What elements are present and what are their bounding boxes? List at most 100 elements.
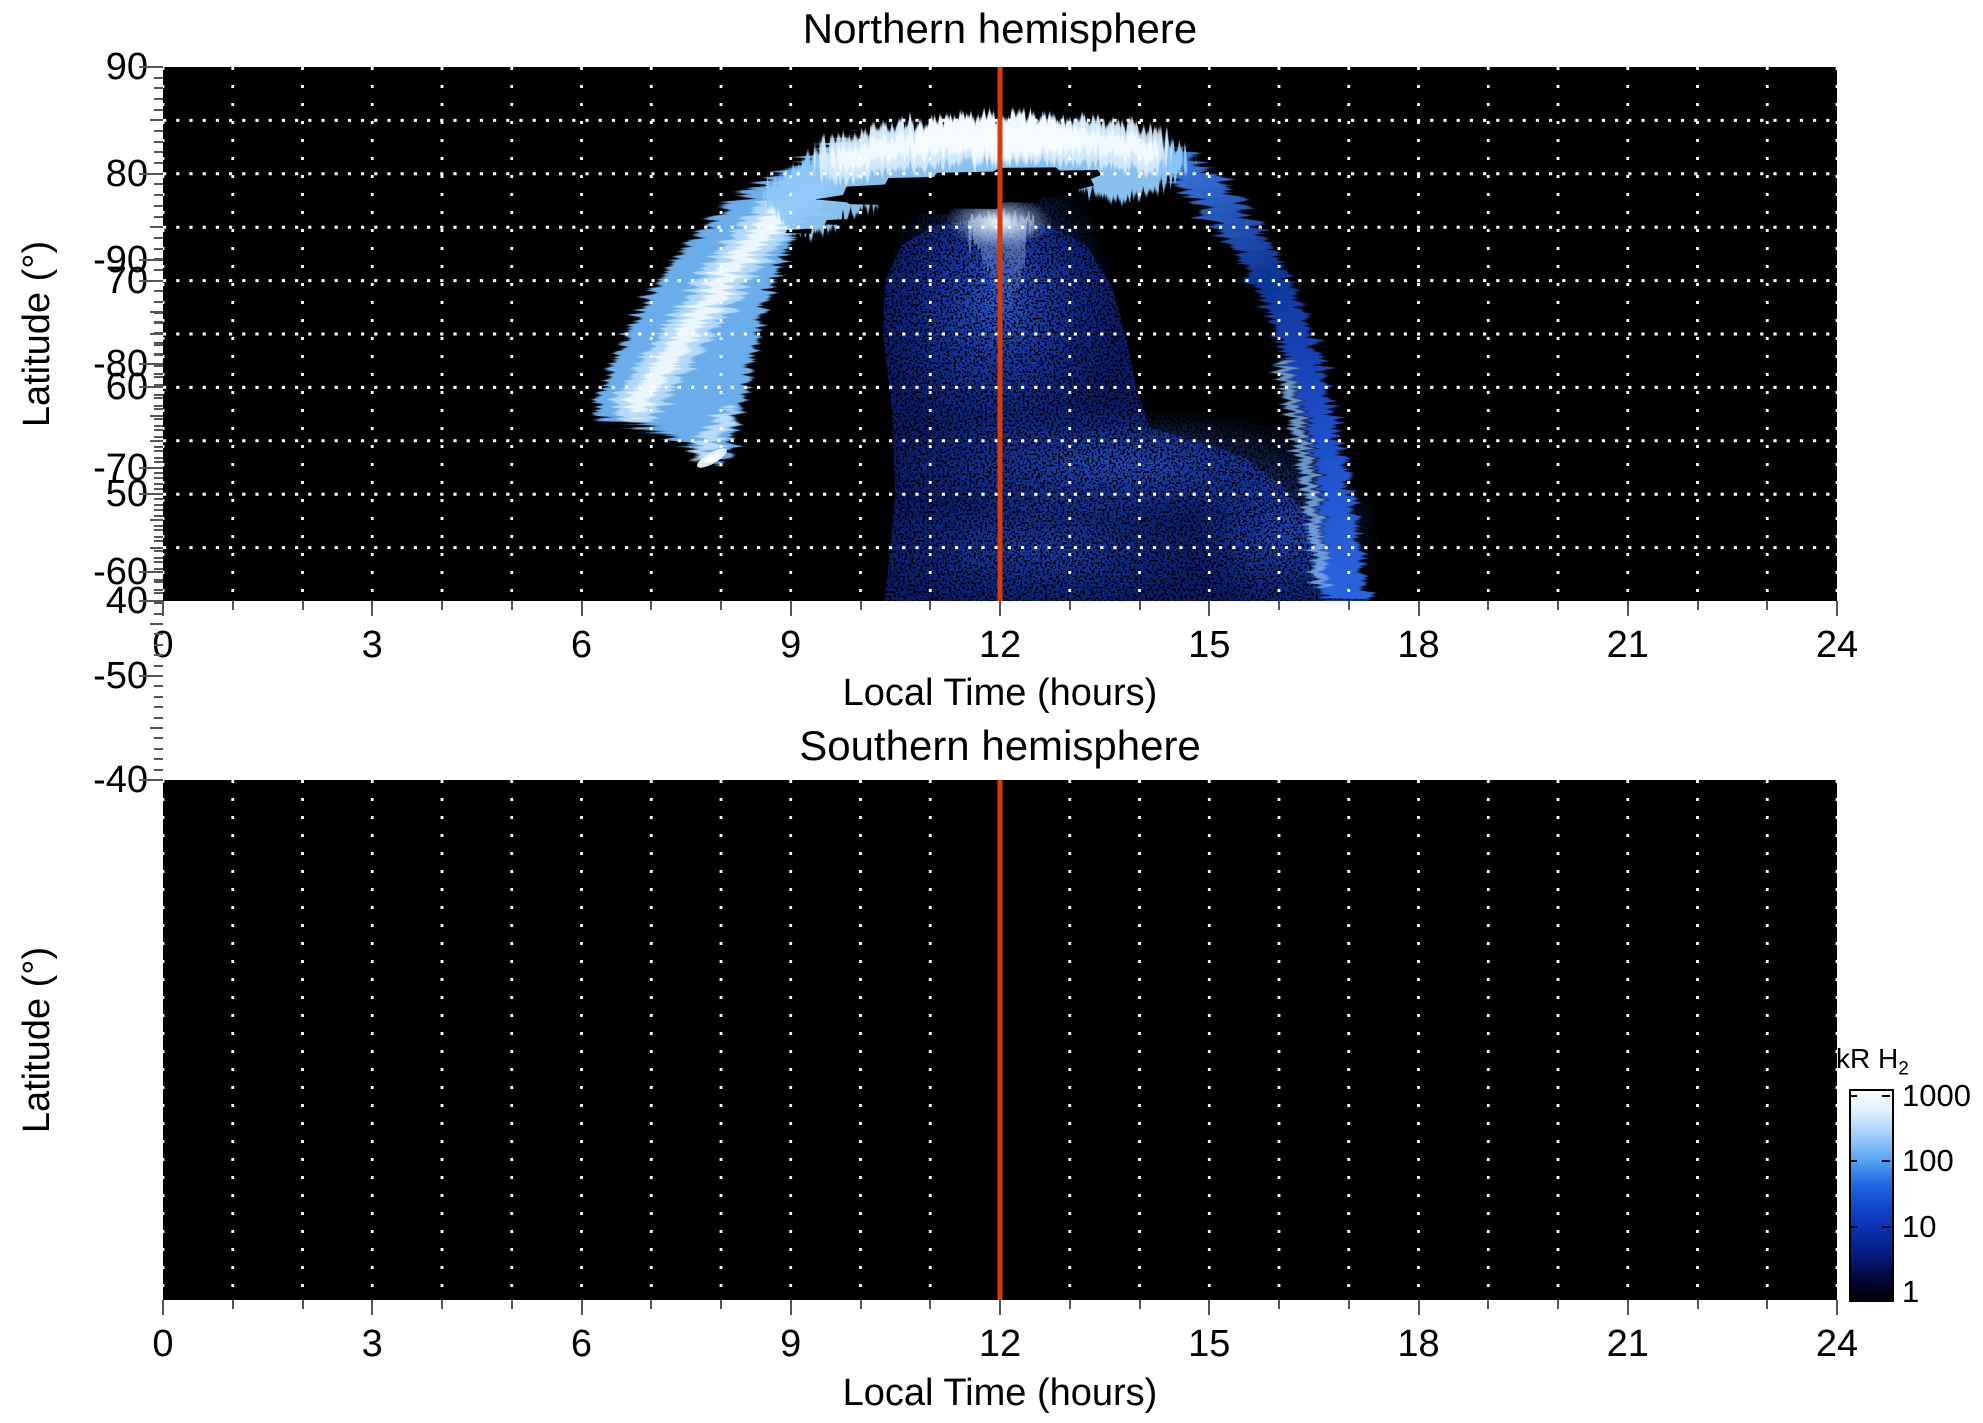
y-axis-tick (154, 236, 163, 239)
x-axis-tick (1417, 601, 1420, 616)
colorbar-tick-label: 1000 (1902, 1077, 1971, 1113)
y-axis-tick (154, 461, 163, 464)
y-axis-tick (154, 418, 163, 421)
x-tick-label: 9 (780, 624, 802, 666)
y-axis-tick (154, 269, 163, 272)
y-axis-tick (154, 343, 163, 346)
x-axis-tick (1487, 601, 1490, 610)
y-axis-tick (150, 333, 163, 335)
x-tick-label: 18 (1397, 1323, 1440, 1365)
y-axis-tick (150, 519, 163, 521)
colorbar-tick-label: 100 (1902, 1143, 1954, 1179)
north-x-axis-label: Local Time (hours) (842, 672, 1158, 714)
colorbar-tick-left (1849, 1094, 1857, 1097)
x-axis-tick (929, 601, 932, 610)
y-axis-tick (154, 503, 163, 506)
y-axis-tick (154, 130, 163, 133)
x-axis-tick (1417, 1300, 1420, 1315)
y-axis-tick (154, 514, 163, 517)
y-axis-tick (154, 162, 163, 165)
y-tick-label: -40 (93, 759, 148, 801)
y-axis-tick (154, 204, 163, 207)
x-axis-tick (231, 601, 234, 610)
y-axis-tick (139, 279, 163, 282)
y-axis-tick (154, 321, 163, 324)
y-tick-label: -70 (93, 447, 148, 489)
x-axis-tick (301, 1300, 304, 1309)
x-axis-tick (999, 601, 1001, 616)
x-axis-tick (1766, 1300, 1769, 1309)
x-axis-tick (301, 601, 304, 610)
y-axis-tick (154, 342, 163, 345)
y-tick-label: -80 (93, 343, 148, 385)
y-axis-tick (154, 383, 163, 386)
x-axis-tick (580, 1300, 583, 1315)
south-heatmap (163, 780, 1837, 1300)
y-axis-tick (154, 768, 163, 771)
y-axis-tick (150, 226, 163, 229)
y-axis-tick (154, 557, 163, 560)
y-axis-tick (154, 151, 163, 154)
y-axis-tick (154, 404, 163, 407)
y-axis-tick (154, 508, 163, 511)
x-axis-tick (1626, 1300, 1629, 1315)
x-axis-tick (789, 601, 792, 616)
north-plot-area (163, 67, 1837, 601)
y-axis-tick (154, 529, 163, 532)
y-axis-tick (154, 435, 163, 438)
south-y-axis-label: Latitude (°) (16, 946, 58, 1134)
south-plot-area (163, 780, 1837, 1300)
x-axis-tick (1766, 601, 1769, 610)
y-axis-tick (139, 363, 163, 365)
x-axis-tick (650, 601, 653, 610)
y-axis-tick (154, 87, 163, 90)
x-axis-tick (859, 601, 862, 610)
y-axis-tick (154, 450, 163, 453)
colorbar-tick-left (1849, 1290, 1857, 1293)
x-axis-tick (720, 1300, 722, 1309)
x-axis-tick (441, 1300, 443, 1309)
y-axis-tick (154, 331, 163, 334)
colorbar (1849, 1089, 1894, 1302)
x-tick-label: 24 (1815, 1323, 1859, 1365)
y-axis-tick (154, 612, 163, 615)
x-axis-tick (1068, 1300, 1071, 1309)
colorbar-tick-label: 10 (1902, 1208, 1937, 1244)
x-tick-label: 12 (978, 1323, 1022, 1365)
x-tick-label: 12 (978, 624, 1022, 666)
south-panel-title: Southern hemisphere (799, 722, 1201, 769)
y-axis-tick (154, 664, 163, 667)
y-axis-tick (154, 352, 163, 355)
y-axis-tick (154, 578, 163, 581)
x-axis-tick (371, 1300, 374, 1315)
x-tick-label: 0 (152, 1323, 174, 1365)
x-axis-tick (231, 1300, 234, 1309)
y-axis-tick (154, 560, 163, 563)
x-axis-tick (441, 601, 443, 610)
x-tick-label: 24 (1815, 624, 1859, 666)
data-gap-notch (785, 167, 1102, 234)
x-axis-tick (1138, 1300, 1141, 1309)
x-axis-tick (1138, 601, 1141, 610)
colorbar-tick-left (1849, 1160, 1857, 1163)
y-axis-tick (139, 172, 163, 175)
x-axis-tick (162, 601, 164, 616)
x-axis-tick (1557, 601, 1559, 610)
y-axis-tick (154, 394, 163, 397)
colorbar-tick-right (1882, 1160, 1890, 1163)
colorbar-tick-right (1882, 1094, 1890, 1097)
y-axis-tick (154, 300, 163, 303)
x-axis-tick (1068, 601, 1071, 610)
x-axis-tick (1696, 1300, 1699, 1309)
x-tick-label: 21 (1606, 624, 1649, 666)
y-tick-label: 90 (105, 46, 148, 88)
x-axis-tick (1278, 601, 1280, 610)
y-axis-tick (154, 581, 163, 584)
y-axis-tick (154, 589, 163, 592)
y-tick-label: -90 (93, 239, 148, 281)
y-axis-tick (139, 467, 163, 469)
y-axis-tick (154, 407, 163, 410)
y-axis-tick (139, 259, 163, 261)
x-axis-tick (1836, 1300, 1838, 1315)
y-axis-tick (150, 623, 163, 625)
